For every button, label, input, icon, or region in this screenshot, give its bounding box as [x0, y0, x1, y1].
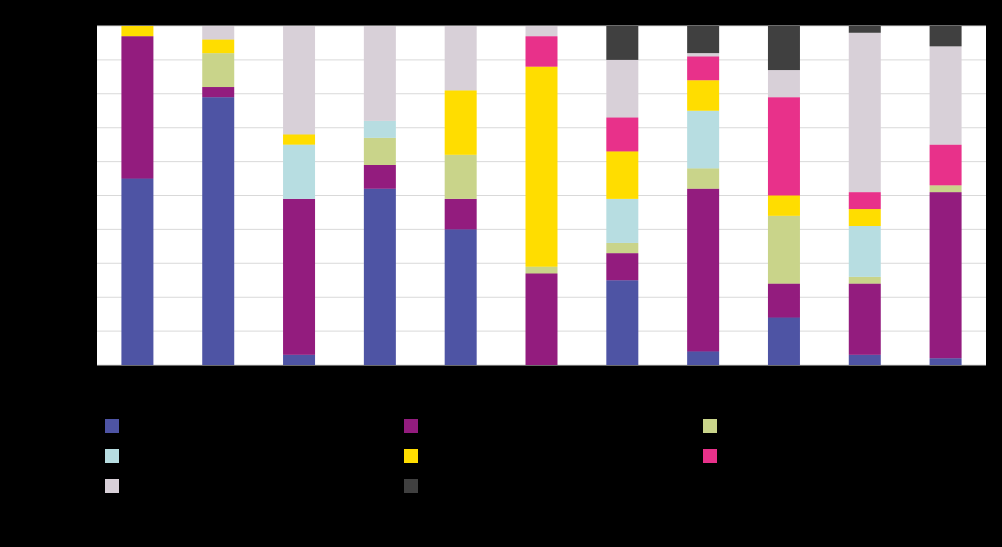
legend-swatch: [404, 449, 418, 463]
bar-segment: [848, 26, 881, 33]
bar-segment: [848, 32, 881, 193]
bar-segment: [687, 188, 720, 352]
bar-segment: [606, 151, 639, 199]
bar-segment: [848, 226, 881, 277]
bar-segment: [525, 273, 558, 365]
bar-segment: [525, 266, 558, 274]
bar-segment: [444, 26, 477, 91]
bar-segment: [687, 26, 720, 54]
bar-segment: [283, 26, 316, 135]
bar-segment: [929, 46, 962, 145]
y-tick-label: 80: [76, 86, 90, 100]
bar-segment: [848, 354, 881, 365]
bar-segment: [444, 198, 477, 230]
bar-segment: [283, 144, 316, 199]
bar-segment: [121, 26, 154, 37]
bar-segment: [929, 192, 962, 359]
y-tick-label: 90: [76, 52, 90, 66]
bar-segment: [767, 317, 800, 365]
bar-segment: [687, 110, 720, 169]
bar-segment: [444, 90, 477, 155]
legend-swatch: [105, 479, 119, 493]
bar-segment: [202, 39, 235, 54]
bar-segment: [606, 198, 639, 243]
bar-segment: [444, 154, 477, 199]
bar-segment: [363, 120, 396, 138]
y-tick-label: 40: [76, 222, 90, 236]
legend-swatch: [105, 449, 119, 463]
bar-segment: [687, 168, 720, 189]
bar-segment: [363, 26, 396, 121]
bar-segment: [363, 188, 396, 365]
bar-segment: [848, 283, 881, 355]
bar-segment: [687, 56, 720, 81]
legend-swatch: [404, 479, 418, 493]
bar-segment: [687, 80, 720, 111]
bar-segment: [687, 351, 720, 365]
bar-segment: [848, 192, 881, 210]
bar-segment: [606, 280, 639, 365]
bar-segment: [606, 117, 639, 152]
legend-swatch: [703, 449, 717, 463]
bar-segment: [121, 178, 154, 365]
y-tick-label: 50: [76, 188, 90, 202]
legend-swatch: [105, 419, 119, 433]
bar-segment: [687, 53, 720, 57]
bar-segment: [929, 26, 962, 47]
bar-segment: [202, 87, 235, 98]
bar-segment: [929, 358, 962, 365]
bar-segment: [767, 215, 800, 284]
bar-segment: [606, 59, 639, 118]
legend-swatch: [404, 419, 418, 433]
bar-segment: [525, 36, 558, 67]
bar-segment: [283, 354, 316, 365]
y-tick-label: 100: [69, 18, 89, 32]
y-tick-label: 20: [76, 289, 90, 303]
bar-segment: [202, 26, 235, 40]
bar-segment: [767, 283, 800, 318]
bar-segment: [121, 36, 154, 179]
bar-segment: [606, 26, 639, 60]
bar-segment: [283, 134, 316, 145]
bar-segment: [767, 26, 800, 71]
bar-segment: [929, 185, 962, 193]
y-tick-label: 0: [82, 357, 89, 371]
bar-segment: [767, 195, 800, 216]
y-tick-label: 30: [76, 255, 90, 269]
bar-segment: [767, 70, 800, 98]
bar-segment: [283, 198, 316, 355]
bar-segment: [606, 253, 639, 281]
bar-segment: [848, 209, 881, 227]
bar-segment: [363, 137, 396, 165]
legend-swatch: [703, 419, 717, 433]
bar-segment: [202, 53, 235, 88]
y-tick-label: 60: [76, 154, 90, 168]
bar-segment: [525, 66, 558, 267]
bar-segment: [929, 144, 962, 186]
bar-segment: [363, 164, 396, 189]
y-tick-label: 70: [76, 120, 90, 134]
bar-segment: [525, 26, 558, 37]
y-tick-label: 10: [76, 323, 90, 337]
bar-segment: [767, 97, 800, 196]
bar-segment: [202, 97, 235, 365]
bar-segment: [606, 242, 639, 254]
bar-segment: [848, 276, 881, 284]
bar-segment: [444, 229, 477, 365]
